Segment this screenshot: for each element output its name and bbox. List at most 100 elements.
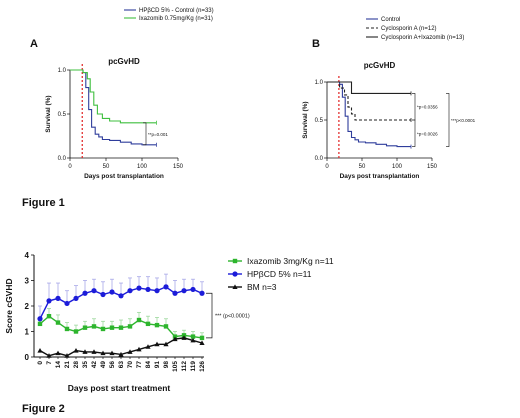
p-value-label: ***p<0.0001 [451,118,476,123]
data-point [199,335,205,341]
legend-entry: HPβCD 5% - Control (n=33) [139,8,214,14]
panel-b-label: B [312,38,320,50]
data-point [37,316,43,322]
data-point [37,348,43,353]
y-tick-label: 0.0 [58,156,67,162]
x-tick-label: 56 [109,361,116,369]
x-tick-label: 100 [392,164,403,170]
data-point [73,295,79,301]
x-tick-label: 105 [172,361,179,372]
data-point [199,340,205,345]
data-point [127,288,133,294]
significance-bracket [143,122,147,146]
data-point [82,349,88,354]
x-axis-label: Days post transplantation [340,173,420,180]
x-tick-label: 98 [163,361,170,369]
x-tick-label: 21 [64,361,71,369]
data-point [199,290,205,296]
data-point [118,293,124,299]
y-axis-label: Survival (%) [302,101,309,138]
x-tick-label: 14 [55,361,62,369]
data-point [100,350,106,356]
y-tick-label: 0 [25,353,30,362]
figure-1-label: Figure 1 [22,197,65,209]
data-point [64,326,70,332]
figure-2-label: Figure 2 [22,403,65,415]
y-tick-label: 1 [25,328,30,337]
data-point [118,325,124,330]
legend-marker [232,271,238,277]
legend-entry: HPβCD 5% n=11 [247,269,312,279]
data-point [118,351,124,357]
data-point [46,298,52,304]
data-point [163,284,169,290]
x-tick-label: 28 [73,361,80,369]
y-tick-label: 3 [25,277,30,286]
y-tick-label: 1.0 [58,68,67,74]
legend-marker [232,284,238,289]
data-point [190,286,196,293]
legend-entry: Cyclosporin A+Ixazomib (n=13) [381,35,464,41]
data-point [190,337,196,343]
data-point [46,314,52,319]
panel-a: A pcGvHD 0.0 0.5 1.0 0 50 100 150 Days post tran… [30,8,214,180]
x-tick-label: 0 [37,361,44,365]
data-point [46,353,52,358]
x-tick-label: 150 [427,164,438,170]
x-tick-label: 50 [359,164,366,170]
data-point [136,285,142,291]
data-point [145,321,151,327]
y-tick-label: 4 [25,251,30,260]
chart-title: pcGvHD [108,57,140,66]
x-tick-label: 150 [173,164,184,170]
data-point [127,324,133,329]
data-point [100,291,106,298]
x-tick-label: 70 [127,361,134,369]
y-tick-label: 2 [25,302,30,311]
x-tick-label: 100 [137,164,148,170]
data-point [127,349,133,354]
p-value-label: **p=0.001 [148,132,168,137]
data-point [64,353,70,358]
legend-entry: Ixazomib 3mg/Kg n=11 [247,256,334,266]
significance-bracket [446,93,450,147]
data-point [73,348,79,353]
y-tick-label: 1.0 [315,80,324,86]
data-point [91,324,97,329]
series-line-1 [70,69,157,124]
x-tick-label: 49 [100,361,107,369]
data-point [154,288,160,294]
x-tick-label: 84 [145,361,152,369]
legend-entry: Cyclosporin A (n=12) [381,26,437,32]
x-tick-label: 7 [46,361,53,365]
data-point [154,341,160,347]
data-point [136,317,142,323]
data-point [109,350,115,356]
data-point [136,346,142,352]
x-tick-label: 0 [325,164,329,170]
p-value-label: *p=0.0026 [417,131,438,136]
x-axis-label: Days post start treatment [68,383,171,393]
legend-marker [232,258,238,264]
series-line-0 [327,81,411,148]
x-tick-label: 63 [118,361,125,369]
chart-title: pcGvHD [364,61,396,70]
significance-bracket [206,292,213,339]
y-tick-label: 0.5 [315,118,324,124]
data-point [181,288,187,294]
data-point [55,350,61,356]
data-point [82,325,88,330]
data-point [64,300,70,307]
y-axis-label: Score cGVHD [4,278,14,333]
data-point [172,290,178,296]
data-point [91,288,97,294]
data-point [109,325,115,330]
x-tick-label: 91 [154,361,161,369]
data-point [154,322,160,328]
x-tick-label: 35 [82,361,89,369]
data-point [100,326,106,332]
x-tick-label: 126 [199,361,206,372]
data-point [163,324,169,329]
data-point [55,320,61,325]
